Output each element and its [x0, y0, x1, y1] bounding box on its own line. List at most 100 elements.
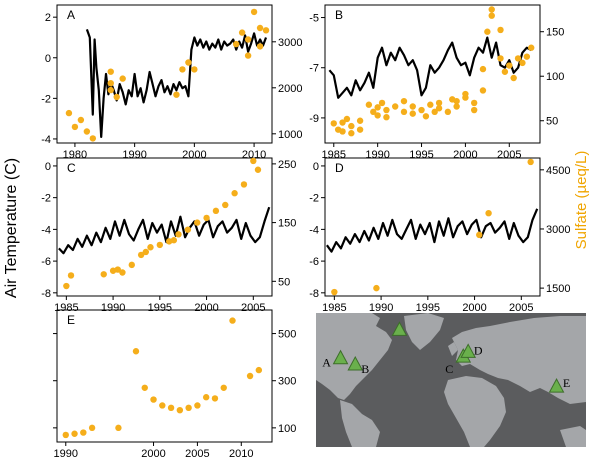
- x-tick-label: 1990: [369, 302, 393, 314]
- sulfate-point: [373, 284, 380, 292]
- sulfate-point: [501, 68, 509, 75]
- sulfate-point: [194, 402, 201, 409]
- temp-tick-label: -5: [309, 13, 319, 25]
- sulfate-series: [62, 317, 263, 439]
- x-tick-label: 2000: [141, 448, 165, 457]
- temp-tick-label: 2: [45, 12, 51, 24]
- sulfate-point: [453, 97, 460, 105]
- sulfate-point: [231, 190, 238, 197]
- sulfate-point: [528, 44, 535, 51]
- sulfate-point: [114, 266, 121, 273]
- sulfate-point: [244, 36, 252, 43]
- sulfate-tick-label: 300: [278, 376, 296, 388]
- sulfate-point: [71, 430, 78, 437]
- sulfate-point: [185, 59, 192, 66]
- sulfate-point: [71, 123, 79, 131]
- sulfate-tick-label: 150: [278, 218, 296, 230]
- temp-tick-label: -8: [309, 288, 319, 300]
- plot-frame: [56, 4, 273, 144]
- sulfate-point: [400, 108, 408, 116]
- site-triangle: [548, 378, 565, 393]
- sulfate-point: [176, 406, 184, 414]
- sulfate-point: [238, 29, 246, 36]
- sulfate-point: [159, 402, 166, 409]
- panel-e: 1990 2000 2005 2010 100 300 500 E: [53, 309, 296, 457]
- sulfate-point: [150, 396, 157, 403]
- x-tick-label: 1990: [122, 149, 146, 161]
- sulfate-point: [65, 109, 73, 117]
- sulfate-point: [356, 117, 364, 124]
- panel-letter: B: [335, 8, 343, 22]
- sulfate-point: [519, 59, 526, 67]
- sulfate-point: [107, 86, 114, 94]
- sulfate-point: [77, 116, 85, 124]
- x-tick-label: 1980: [63, 149, 87, 161]
- site-marker-e: E: [548, 376, 570, 393]
- sulfate-point: [506, 62, 513, 69]
- sulfate-point: [400, 97, 408, 105]
- sulfate-tick-label: 150: [546, 27, 564, 39]
- sulfate-point: [132, 348, 140, 355]
- plot-frame: [324, 157, 541, 297]
- sulfate-point: [422, 113, 430, 120]
- sulfate-point: [250, 8, 258, 16]
- sulfate-point: [142, 248, 150, 256]
- temperature-series-line: [58, 206, 271, 255]
- sulfate-point: [476, 231, 483, 239]
- x-tick-label: 2010: [229, 448, 253, 457]
- sulfate-point: [173, 91, 180, 98]
- map-sites: A B C D E: [322, 321, 570, 393]
- sulfate-point: [156, 241, 164, 249]
- site-marker-greenland: [391, 321, 408, 336]
- site-marker-b: B: [347, 355, 369, 376]
- x-tick-label: 1990: [54, 448, 78, 457]
- sulfate-point: [431, 108, 438, 116]
- sulfate-point: [119, 269, 126, 276]
- sulfate-point: [119, 75, 126, 82]
- map-land-british-isles: [448, 342, 458, 356]
- temp-tick-label: 0: [313, 161, 319, 173]
- temp-tick-label: 0: [45, 53, 51, 65]
- sulfate-point: [497, 55, 504, 62]
- sulfate-point: [470, 106, 478, 114]
- sulfate-point: [254, 166, 262, 173]
- site-map: A B C D E: [316, 313, 586, 447]
- sulfate-point: [356, 126, 364, 133]
- y-axis-label-temperature: Air Temperature (C): [3, 158, 20, 298]
- sulfate-point: [470, 99, 478, 107]
- temperature-series-line: [328, 36, 532, 99]
- sulfate-point: [170, 237, 178, 244]
- sulfate-point: [63, 282, 70, 290]
- sulfate-point: [374, 104, 381, 111]
- x-tick-label: 2005: [497, 149, 521, 161]
- sulfate-point: [128, 261, 135, 269]
- map-land-africa: [444, 376, 506, 447]
- x-tick-label: 1990: [365, 149, 389, 161]
- sulfate-tick-label: 500: [278, 329, 296, 341]
- map-land-australia: [560, 426, 586, 447]
- sulfate-point: [211, 395, 219, 402]
- sulfate-point: [212, 207, 220, 215]
- sulfate-tick-label: 3000: [546, 224, 570, 236]
- sulfate-point: [514, 55, 522, 62]
- x-tick-label: 1995: [148, 302, 172, 314]
- sulfate-point: [343, 115, 351, 123]
- sulfate-point: [232, 40, 240, 48]
- plot-frame: [56, 157, 273, 297]
- sulfate-point: [485, 210, 492, 217]
- sulfate-point: [339, 128, 346, 135]
- temp-tick-label: -2: [41, 93, 51, 105]
- sulfate-tick-label: 50: [278, 276, 290, 288]
- x-tick-label: 2005: [241, 302, 265, 314]
- panel-letter: C: [67, 161, 76, 175]
- sulfate-point: [194, 219, 201, 226]
- sulfate-point: [488, 12, 495, 19]
- sulfate-point: [220, 384, 227, 391]
- site-triangle: [332, 349, 349, 365]
- map-land-eurasia: [452, 316, 586, 404]
- x-tick-label: 1995: [409, 149, 433, 161]
- sulfate-point: [479, 87, 487, 94]
- sulfate-point: [479, 65, 487, 73]
- sulfate-point: [497, 26, 504, 34]
